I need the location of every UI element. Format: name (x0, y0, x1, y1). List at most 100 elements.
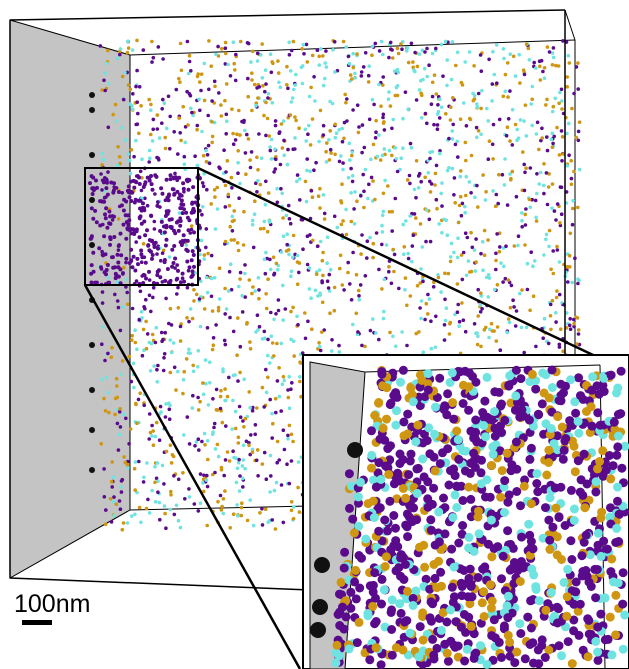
particle (130, 48, 135, 52)
particle (253, 199, 257, 203)
particle (574, 135, 579, 140)
particle (570, 280, 574, 285)
particle (336, 577, 346, 587)
particle (502, 183, 507, 187)
particle (408, 181, 412, 186)
particle (206, 403, 211, 407)
particle (255, 190, 259, 194)
particle (313, 99, 317, 103)
particle (596, 551, 606, 561)
particle (210, 120, 214, 124)
particle (519, 481, 529, 491)
particle (417, 330, 421, 334)
particle (476, 468, 486, 478)
particle (149, 309, 153, 314)
particle (431, 402, 440, 412)
particle (472, 93, 477, 98)
particle (541, 605, 551, 615)
particle (558, 454, 568, 464)
particle (135, 68, 139, 73)
particle (546, 341, 551, 346)
particle (100, 290, 105, 294)
particle (162, 101, 167, 105)
particle (376, 660, 386, 669)
particle (147, 160, 151, 164)
particle (410, 259, 414, 264)
particle (141, 480, 146, 484)
particle (188, 307, 193, 311)
particle (359, 70, 364, 74)
particle (116, 190, 121, 194)
particle (241, 443, 246, 448)
particle (530, 84, 535, 89)
particle (400, 330, 404, 334)
particle (233, 138, 238, 142)
particle (354, 498, 363, 508)
particle (449, 241, 454, 246)
particle (366, 196, 370, 201)
particle (89, 234, 94, 239)
particle (224, 82, 229, 86)
particle (434, 507, 444, 517)
particle (295, 314, 299, 319)
particle (475, 183, 479, 188)
particle (147, 278, 152, 282)
particle (570, 397, 580, 407)
particle (412, 515, 422, 525)
particle (168, 443, 173, 448)
particle (133, 512, 137, 517)
particle (262, 219, 267, 224)
particle (231, 449, 235, 454)
particle (300, 81, 305, 86)
particle (579, 449, 589, 459)
particle (297, 510, 302, 514)
particle (238, 415, 243, 420)
particle (500, 508, 509, 517)
particle (351, 322, 355, 327)
particle (146, 243, 151, 248)
particle (162, 260, 167, 265)
particle (317, 268, 322, 272)
particle (457, 529, 467, 539)
particle (344, 232, 349, 237)
particle (502, 264, 506, 269)
particle (489, 321, 494, 326)
particle (257, 85, 262, 89)
particle (575, 599, 585, 609)
particle (567, 121, 571, 126)
particle (199, 72, 204, 76)
particle (108, 242, 112, 247)
particle (458, 194, 463, 199)
particle (237, 108, 241, 113)
particle (301, 43, 306, 47)
particle (348, 514, 358, 524)
particle (107, 221, 112, 226)
particle (405, 303, 409, 308)
particle (542, 183, 546, 188)
box-edge (564, 9, 576, 41)
particle (322, 328, 327, 332)
particle (258, 227, 263, 231)
particle (512, 305, 516, 309)
particle (112, 495, 116, 499)
particle (339, 199, 343, 203)
particle (503, 613, 513, 623)
particle (182, 369, 186, 374)
particle (141, 185, 146, 189)
particle (524, 519, 534, 529)
particle (238, 277, 242, 281)
particle (415, 542, 424, 552)
particle (421, 77, 425, 82)
particle (231, 373, 236, 378)
particle (137, 459, 141, 464)
particle (212, 425, 216, 430)
particle (186, 228, 191, 233)
particle (557, 292, 562, 297)
particle (363, 274, 368, 278)
particle (269, 137, 274, 142)
particle (293, 83, 298, 87)
particle (566, 53, 571, 58)
particle (250, 447, 255, 452)
particle (89, 152, 95, 158)
